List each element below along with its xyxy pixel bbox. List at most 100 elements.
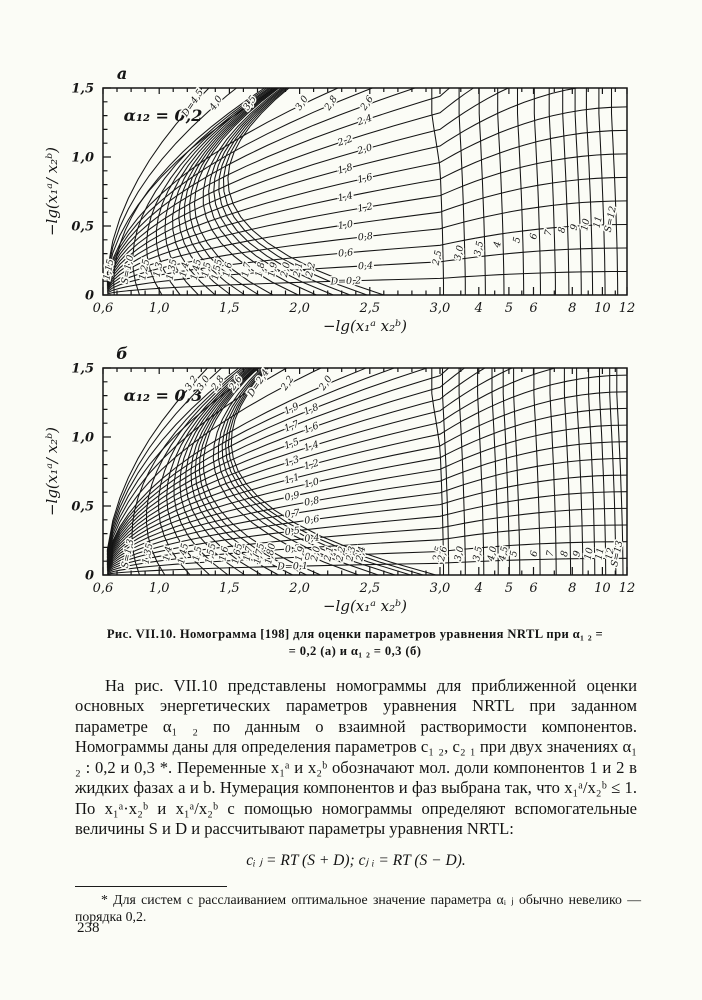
s-curve (190, 367, 279, 576)
s-curve (497, 88, 505, 296)
d-curve (106, 87, 416, 282)
curve-label: 5 (508, 550, 520, 558)
d-curve (106, 87, 373, 281)
tick-label: 2,0 (288, 301, 310, 316)
s-curve (609, 368, 617, 576)
curve-label: 1,9 (294, 545, 308, 562)
curve-label: 0,8 (303, 495, 320, 508)
s-curve (185, 367, 262, 576)
curve-label: 1,4 (303, 439, 321, 454)
s-curve (458, 368, 466, 575)
curve-label: 0,6 (338, 247, 354, 259)
x-axis-title: −lg(x₁ᵃ x₂ᵇ) (323, 317, 407, 335)
curve-label: 0,2 (304, 551, 320, 563)
d-curve (106, 367, 428, 562)
s-curve (217, 367, 379, 576)
curve-label: 3,5 (472, 240, 486, 257)
tick-label: 0,5 (71, 220, 94, 235)
curve-label: 0,7 (284, 507, 302, 520)
s-curve (202, 367, 321, 576)
s-curve (145, 87, 270, 296)
s-curve (132, 87, 268, 296)
d-curve (106, 87, 450, 283)
curve-label: 1,6 (221, 261, 235, 278)
s-curve (155, 87, 271, 296)
body-paragraph: На рис. VII.10 представлены номограммы д… (75, 676, 637, 839)
curve-label: 2,2 (278, 374, 296, 394)
curve-label: 1,4 (337, 190, 354, 204)
tick-label: 4 (474, 301, 483, 316)
curve-label: 1,45 (176, 542, 191, 565)
curve-label: 1,25 (137, 258, 152, 281)
s-curve (158, 367, 247, 576)
d-curve (106, 441, 628, 570)
tick-label: 1,0 (71, 431, 94, 446)
d-curve (106, 87, 210, 271)
alpha-parameter-label: α₁₂ = 0,3 (124, 386, 203, 405)
y-axis-title: −lg(x₁ᵃ/ x₂ᵇ) (43, 427, 61, 516)
tick-label: 5 (505, 581, 513, 596)
s-curve (173, 367, 250, 576)
d-curve (106, 367, 513, 565)
curve-label: 1,4 (161, 545, 175, 562)
d-curve (106, 491, 628, 572)
s-curve (230, 367, 436, 576)
curve-label: 1,1 (283, 472, 300, 487)
axis-labels: 0,6 1,0 1,5 2,0 2,5 3,0 4 5 6 8 10 1200,51,01,5−lg(… (43, 344, 635, 615)
d-curve (106, 367, 322, 559)
s-curve (131, 367, 242, 576)
tick-label: 0,6 (93, 301, 114, 316)
s-curve (183, 87, 277, 296)
s-curve (576, 368, 584, 575)
curve-label: 1,6 (356, 172, 373, 186)
y-axis-title: −lg(x₁ᵃ/ x₂ᵇ) (43, 147, 61, 236)
curve-label: 6 (528, 232, 540, 240)
s-curve (164, 87, 273, 296)
curve-label: 8 (556, 226, 568, 234)
d-curve (106, 474, 628, 571)
tick-marks (102, 367, 628, 576)
tick-label: 1,5 (219, 301, 240, 316)
d-curves (106, 367, 628, 575)
curve-label: 4 (492, 240, 504, 249)
curve-label: 5 (511, 236, 523, 244)
curve-label: 12 (604, 547, 617, 561)
curve-label: 1,3 (283, 454, 301, 469)
panel-letter: б (116, 344, 128, 363)
curve-label: 2,0 (309, 545, 323, 563)
s-curves (131, 367, 624, 576)
d-curve (106, 153, 628, 289)
curve-label: 2,1 (291, 261, 305, 279)
curve-label: 0,3 (285, 543, 301, 555)
page-number: 238 (77, 920, 100, 936)
alpha-parameter-label: α₁₂ = 0,2 (124, 106, 203, 125)
s-curve (533, 88, 542, 296)
curve-label: 2,4 (354, 545, 368, 563)
curve-label: 4,5 (497, 545, 511, 563)
curve-label: 11 (592, 215, 605, 229)
s-curve (598, 88, 606, 296)
tick-label: 2,0 (288, 581, 310, 596)
nrtl-formula: cᵢ ⱼ = RT (S + D); cⱼ ᵢ = RT (S − D). (246, 852, 466, 869)
s-curve (212, 367, 359, 576)
s-curve (513, 368, 521, 576)
s-curve (491, 368, 499, 575)
d-curve (107, 541, 628, 574)
d-curve (107, 557, 628, 575)
s-curve (221, 367, 396, 576)
s-curve (172, 87, 275, 296)
tick-label: 12 (619, 581, 636, 596)
s-curve (549, 368, 557, 576)
curve-label: 2,6 (436, 545, 450, 563)
d-curve (106, 367, 465, 563)
s-curve (189, 87, 279, 296)
tick-label: 12 (619, 301, 636, 316)
tick-label: 1,0 (71, 151, 94, 166)
d-curve (106, 457, 628, 571)
tick-label: 0 (85, 569, 94, 584)
curve-label: 8 (559, 550, 571, 558)
d-curve (106, 367, 367, 560)
curve-label: 2,6 (358, 94, 376, 114)
tick-label: 8 (568, 301, 576, 316)
curve-label: 11 (593, 547, 606, 561)
